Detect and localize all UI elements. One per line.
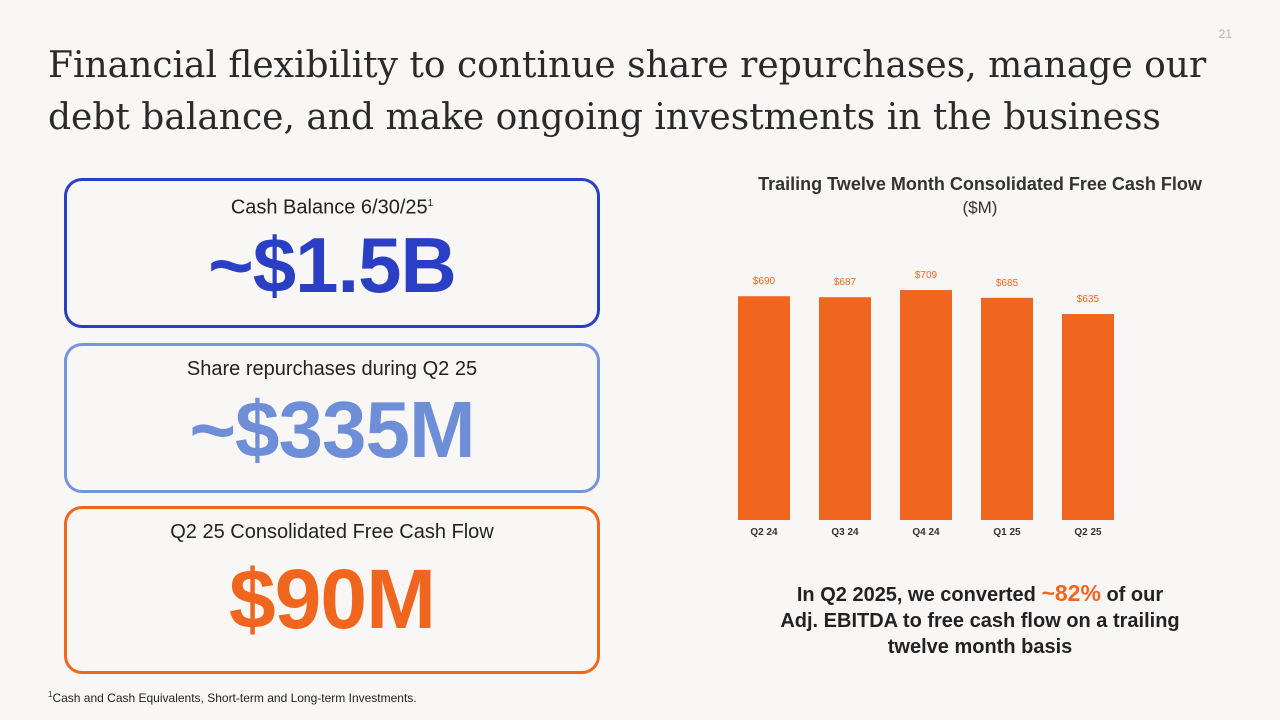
chart-unit-label: ($M) — [962, 198, 998, 217]
data-label: $685 — [996, 278, 1019, 289]
data-label: $690 — [753, 276, 776, 287]
data-label: $709 — [915, 270, 938, 281]
cash-balance-card: Cash Balance 6/30/251 ~$1.5B — [64, 178, 600, 328]
x-tick-label: Q2 24 — [750, 527, 778, 538]
share-repurchases-label: Share repurchases during Q2 25 — [186, 358, 478, 380]
footnote: 1Cash and Cash Equivalents, Short-term a… — [48, 690, 417, 705]
x-tick-label: Q4 24 — [912, 527, 940, 538]
conversion-highlight: ~82% — [1041, 580, 1101, 606]
x-tick-label: Q1 25 — [993, 527, 1021, 538]
bar-q3-24 — [819, 297, 871, 520]
bar-q2-24 — [738, 296, 790, 520]
data-label: $687 — [834, 277, 857, 288]
page-number: 21 — [1218, 27, 1232, 41]
x-tick-label: Q3 24 — [831, 527, 859, 538]
share-repurchases-card: Share repurchases during Q2 25 ~$335M — [64, 343, 600, 493]
conversion-callout: In Q2 2025, we converted ~82% of our Adj… — [780, 580, 1180, 658]
x-tick-label: Q2 25 — [1074, 527, 1102, 538]
slide-title: Financial flexibility to continue share … — [48, 45, 1207, 138]
share-repurchases-value: ~$335M — [189, 385, 475, 474]
chart-title: Trailing Twelve Month Consolidated Free … — [758, 174, 1202, 194]
free-cash-flow-card: Q2 25 Consolidated Free Cash Flow $90M — [64, 506, 600, 674]
data-label: $635 — [1077, 294, 1100, 305]
bar-q4-24 — [900, 290, 952, 520]
free-cash-flow-value: $90M — [228, 552, 436, 646]
bar-q1-25 — [981, 297, 1033, 520]
fcf-bar-chart: $690 Q2 24 $687 Q3 24 $709 Q4 24 $685 Q1 25 $635… — [738, 270, 1114, 538]
cash-balance-label: Cash Balance 6/30/251 — [230, 196, 434, 219]
free-cash-flow-label: Q2 25 Consolidated Free Cash Flow — [170, 521, 494, 543]
bar-q2-25 — [1062, 314, 1114, 520]
footnote-marker: 1 — [427, 198, 434, 209]
cash-balance-value: ~$1.5B — [208, 221, 457, 309]
